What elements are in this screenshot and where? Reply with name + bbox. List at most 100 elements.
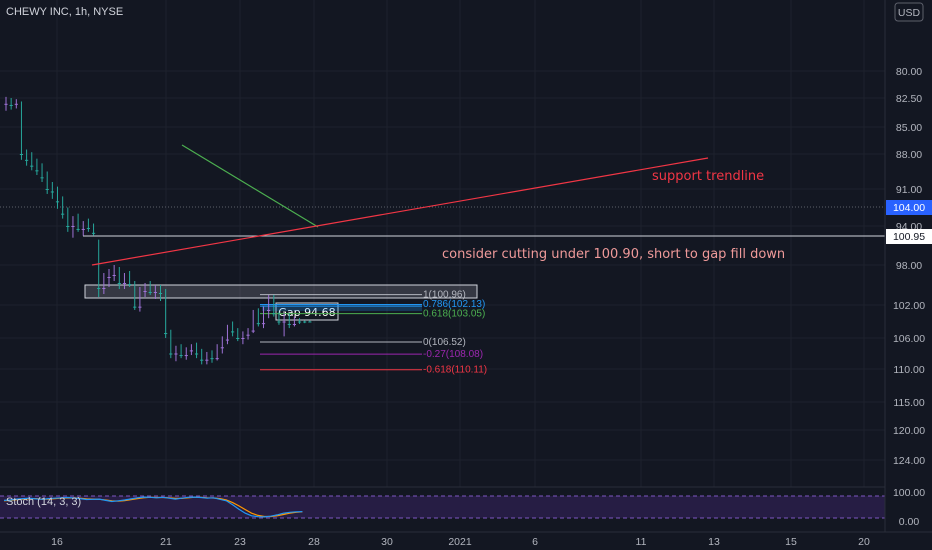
candle-body xyxy=(164,333,168,335)
candle-body xyxy=(66,226,70,227)
candle-body xyxy=(267,309,271,311)
grid xyxy=(0,0,885,487)
candle-body xyxy=(184,355,188,357)
price-tick: 85.00 xyxy=(896,122,922,134)
price-tick: 106.00 xyxy=(893,333,925,345)
fib-label: -0.27(108.08) xyxy=(423,349,483,360)
price-tick: 102.00 xyxy=(893,300,925,312)
trade-note: consider cutting under 100.90, short to … xyxy=(442,247,785,262)
price-axis[interactable] xyxy=(885,0,932,550)
price-tick: 124.00 xyxy=(893,455,925,467)
candle-body xyxy=(19,154,24,155)
time-tick: 30 xyxy=(381,536,393,548)
support-trendline xyxy=(91,157,709,266)
fib-label: -0.618(110.11) xyxy=(423,365,487,376)
current-price-label: 104.00 xyxy=(893,202,925,214)
candle-body xyxy=(30,165,34,167)
candle-body xyxy=(14,103,18,105)
currency-badge[interactable] xyxy=(894,2,924,22)
candle-body xyxy=(210,358,214,360)
candle-body xyxy=(158,293,163,294)
candle-body xyxy=(133,306,137,308)
fib-label: 0(106.52) xyxy=(423,337,466,348)
gap-label: Gap 94.68 xyxy=(278,306,335,319)
time-tick: 16 xyxy=(51,536,63,548)
time-tick: 2021 xyxy=(448,536,472,548)
support-trendline-label: support trendline xyxy=(652,169,764,184)
price-ticks: 124.00 120.00 115.00 110.00 106.00 102.00 98.0… xyxy=(893,66,925,467)
candle-body xyxy=(303,321,307,323)
candle-body xyxy=(71,226,75,227)
candle-body xyxy=(287,323,291,325)
candle-body xyxy=(194,353,199,355)
time-axis[interactable]: 16 21 23 28 30 2021 6 11 13 15 20 xyxy=(51,536,870,548)
stoch-k-line xyxy=(3,496,303,518)
candle-body xyxy=(282,321,286,323)
candle-body xyxy=(148,292,152,293)
time-tick: 28 xyxy=(308,536,320,548)
time-tick: 21 xyxy=(160,536,172,548)
candle-body xyxy=(189,350,193,352)
fib-label: 1(100.96) xyxy=(423,290,466,301)
price-tick: 120.00 xyxy=(893,425,925,437)
candle-body xyxy=(40,177,44,179)
price-tick: 91.00 xyxy=(896,184,922,196)
candle-body xyxy=(308,321,312,323)
gap-label-box xyxy=(275,302,339,321)
current-price-badge xyxy=(886,200,932,215)
level-price-label: 100.95 xyxy=(893,231,925,243)
candle-body xyxy=(35,170,39,172)
descending-trendline xyxy=(181,144,319,228)
candle-body xyxy=(225,339,230,341)
candle-body xyxy=(261,323,266,325)
candle-body xyxy=(117,283,121,284)
candle-body xyxy=(25,159,29,161)
candle-body xyxy=(292,323,296,325)
candle-body xyxy=(236,338,240,339)
candle-body xyxy=(153,292,157,293)
candle-body xyxy=(241,338,245,339)
fib-label: 0.786(102.13) xyxy=(423,299,485,310)
candle-body xyxy=(81,228,85,230)
price-tick: 110.00 xyxy=(893,364,924,376)
candle-body xyxy=(55,201,60,203)
candle-body xyxy=(138,306,142,308)
symbol-title: CHEWY INC, 1h, NYSE xyxy=(6,6,123,18)
candle-body xyxy=(179,355,183,357)
price-tick: 80.00 xyxy=(896,66,922,78)
stoch-label: Stoch (14, 3, 3) xyxy=(6,496,81,508)
currency-label: USD xyxy=(898,7,921,19)
price-tick: 115.00 xyxy=(893,397,924,409)
price-tick: 88.00 xyxy=(896,149,922,161)
candle-body xyxy=(45,189,49,190)
candle-body xyxy=(76,228,80,230)
time-tick: 15 xyxy=(785,536,797,548)
candle-body xyxy=(61,213,65,215)
fib-levels: -0.618(110.11) -0.27(108.08)0(106.52) 0.61… xyxy=(260,290,487,376)
candle-body xyxy=(277,321,281,323)
candle-body xyxy=(128,284,132,285)
candle-body xyxy=(86,227,90,229)
fib-label: 0.618(103.05) xyxy=(423,309,485,320)
time-tick: 23 xyxy=(234,536,246,548)
stoch-tick: 0.00 xyxy=(899,516,920,528)
candle-body xyxy=(107,277,111,278)
candle-body xyxy=(251,330,255,332)
candle-body xyxy=(205,359,209,361)
candle-body xyxy=(50,191,54,193)
candle-body xyxy=(9,104,13,106)
candles xyxy=(4,96,312,365)
stoch-tick: 100.00 xyxy=(893,487,925,499)
candle-body xyxy=(272,313,276,315)
time-tick: 11 xyxy=(636,536,647,548)
candle-body xyxy=(143,291,147,292)
level-badge xyxy=(886,229,932,244)
candle-body xyxy=(102,288,106,289)
candle-body xyxy=(97,288,101,289)
candle-body xyxy=(231,331,235,333)
candle-body xyxy=(169,353,173,355)
stoch-band xyxy=(0,496,885,518)
stoch-ticks: 100.00 0.00 xyxy=(893,487,925,528)
